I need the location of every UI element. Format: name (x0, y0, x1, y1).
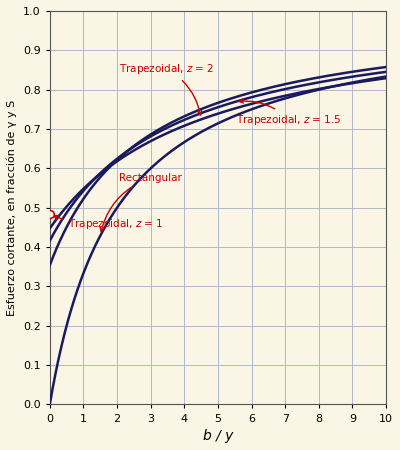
X-axis label: b / y: b / y (203, 429, 233, 443)
Text: Rectangular: Rectangular (100, 173, 182, 232)
Text: Trapezoidal, $z$ = 1: Trapezoidal, $z$ = 1 (54, 216, 164, 230)
Text: Trapezoidal, $z$ = 2: Trapezoidal, $z$ = 2 (119, 62, 214, 115)
Y-axis label: Esfuerzo cortante, en fracción de γ y S: Esfuerzo cortante, en fracción de γ y S (7, 99, 18, 316)
Text: Trapezoidal, $z$ = 1.5: Trapezoidal, $z$ = 1.5 (236, 99, 342, 127)
